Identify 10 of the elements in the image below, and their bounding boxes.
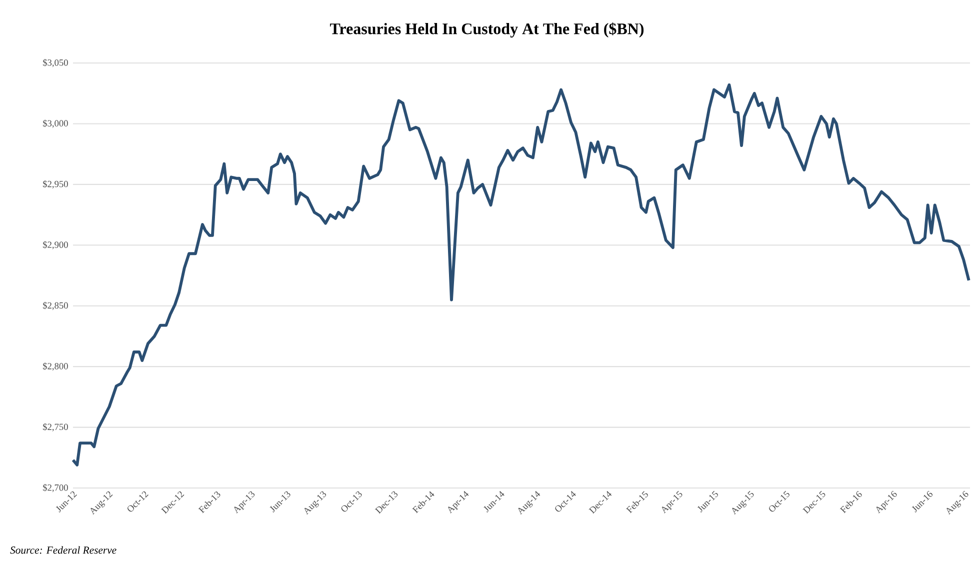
y-tick-label: $2,700 [43,484,68,492]
y-tick-label: $2,900 [43,241,68,250]
y-tick-label: $2,850 [43,302,68,310]
source-note: Source: Federal Reserve [10,546,116,554]
y-tick-label: $3,050 [43,58,68,68]
y-tick-label: $2,950 [43,180,68,189]
y-tick-label: $2,750 [43,423,68,432]
y-tick-label: $3,000 [43,120,68,128]
y-tick-label: $2,800 [43,362,68,371]
chart-title: Treasuries Held In Custody At The Fed ($BN) [330,22,644,38]
